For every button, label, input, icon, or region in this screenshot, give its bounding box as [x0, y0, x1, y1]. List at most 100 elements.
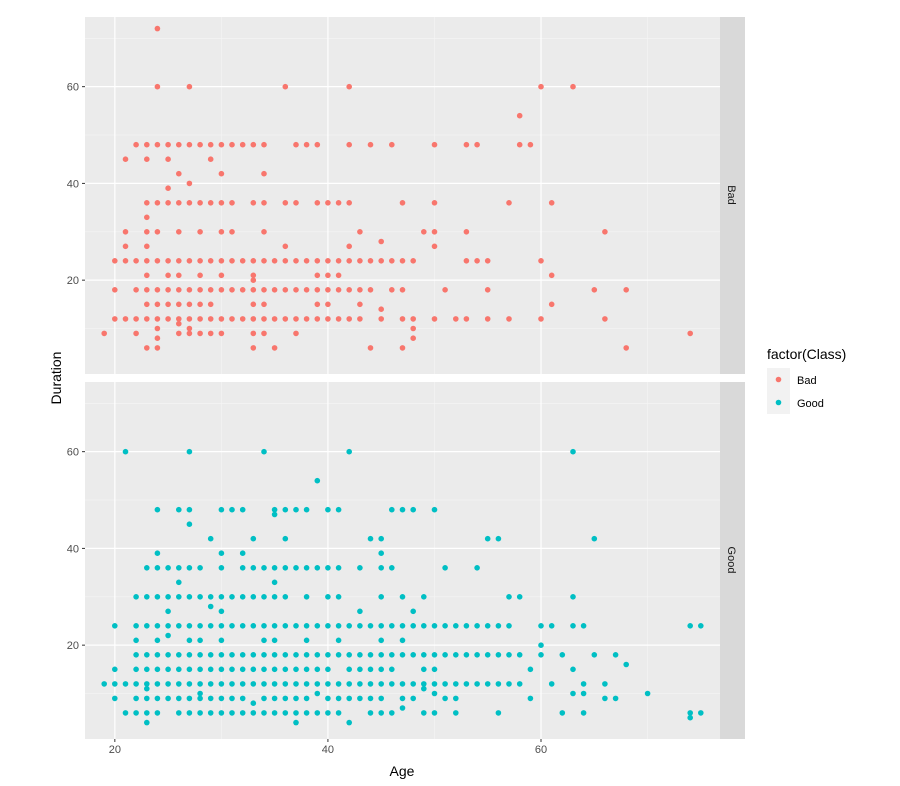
data-point-good [282, 535, 289, 542]
data-point-good [101, 681, 107, 687]
data-point-good [186, 565, 193, 571]
panel-good-background [85, 382, 720, 739]
data-point-bad [101, 330, 107, 337]
data-point-bad [154, 335, 161, 342]
data-point-bad [410, 335, 417, 342]
data-point-good [421, 623, 427, 629]
data-point-bad [261, 301, 267, 308]
panel-bad: Bad [85, 17, 745, 374]
data-point-good [165, 652, 171, 658]
data-point-good [559, 652, 566, 658]
data-point-bad [186, 83, 193, 90]
panel-good-grid [85, 382, 720, 739]
data-point-good [165, 623, 171, 629]
data-point-good [122, 681, 129, 687]
data-point-good [282, 710, 289, 716]
data-point-bad [154, 229, 161, 235]
data-point-good [271, 623, 278, 629]
data-point-good [367, 681, 374, 687]
data-point-bad [548, 301, 555, 308]
data-point-bad [271, 258, 278, 264]
data-point-good [261, 666, 267, 673]
data-point-good [346, 623, 353, 629]
data-point-bad [389, 258, 395, 264]
data-point-good [687, 623, 693, 629]
y-tick-label: 40 [67, 543, 79, 555]
data-point-good [218, 666, 225, 673]
data-point-good [378, 695, 385, 702]
data-point-bad [197, 272, 203, 279]
data-point-good [197, 710, 203, 716]
data-point-bad [325, 301, 331, 308]
data-point-bad [282, 287, 289, 293]
data-point-good [271, 594, 278, 600]
data-point-bad [186, 287, 193, 293]
data-point-good [687, 714, 693, 721]
data-point-good [421, 710, 427, 716]
data-point-bad [282, 200, 289, 206]
data-point-bad [484, 287, 491, 293]
data-point-good [367, 666, 374, 673]
data-point-bad [133, 141, 139, 148]
data-point-good [176, 506, 182, 513]
data-point-good [357, 666, 363, 673]
x-tick-label: 40 [322, 744, 334, 756]
data-point-good [112, 666, 118, 673]
data-point-bad [378, 316, 385, 322]
data-point-good [431, 690, 438, 697]
data-point-good [357, 608, 363, 615]
data-point-bad [186, 325, 193, 332]
data-point-good [218, 652, 225, 658]
data-point-good [378, 666, 385, 673]
data-point-bad [431, 316, 438, 322]
data-point-bad [165, 316, 171, 322]
data-point-bad [186, 180, 193, 187]
data-point-bad [207, 156, 214, 162]
data-point-bad [367, 258, 374, 264]
data-point-bad [165, 258, 171, 264]
data-point-good [133, 637, 139, 644]
data-point-bad [335, 258, 342, 264]
data-point-bad [229, 316, 235, 322]
data-point-good [261, 448, 267, 455]
data-point-bad [250, 287, 257, 293]
data-point-bad [154, 325, 161, 332]
data-point-bad [122, 258, 129, 264]
data-point-bad [229, 229, 235, 235]
legend-entry-bad: Bad [767, 368, 817, 391]
data-point-bad [602, 229, 608, 235]
data-point-good [442, 681, 448, 687]
data-point-bad [176, 316, 182, 322]
data-point-bad [186, 258, 193, 264]
data-point-good [271, 637, 278, 644]
data-point-good [389, 652, 395, 658]
data-point-bad [282, 316, 289, 322]
data-point-good [506, 594, 512, 600]
data-point-good [144, 565, 150, 571]
data-point-bad [229, 258, 235, 264]
data-point-good [378, 637, 385, 644]
data-point-good [495, 535, 502, 542]
data-point-bad [250, 330, 257, 337]
data-point-good [176, 681, 182, 687]
data-point-good [229, 695, 235, 702]
data-point-bad [570, 83, 576, 90]
data-point-bad [176, 272, 182, 279]
data-point-good [154, 681, 161, 687]
data-point-good [538, 623, 544, 629]
data-point-good [421, 681, 427, 687]
data-point-bad [314, 141, 321, 148]
legend-marker-good [775, 399, 782, 406]
data-point-good [378, 681, 385, 687]
data-point-bad [133, 330, 139, 337]
data-point-good [399, 681, 406, 687]
data-point-bad [346, 243, 353, 250]
data-point-bad [218, 229, 225, 235]
data-point-good [335, 637, 342, 644]
data-point-good [548, 623, 555, 629]
data-point-bad [176, 320, 182, 327]
data-point-good [250, 623, 257, 629]
data-point-good [474, 681, 480, 687]
data-point-bad [538, 258, 544, 264]
